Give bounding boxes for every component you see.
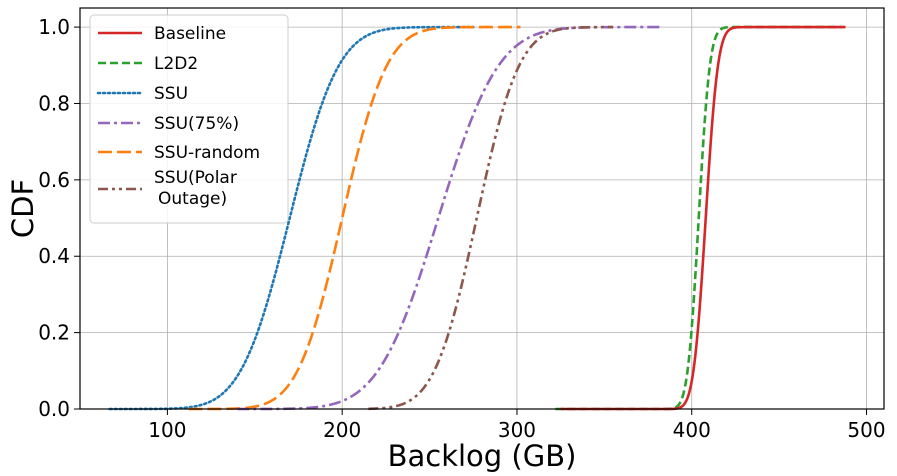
plot-frame xyxy=(79,7,885,410)
y-tick-label: 0.4 xyxy=(38,244,70,268)
y-tick-label: 0.8 xyxy=(38,91,70,115)
legend-label: L2D2 xyxy=(154,54,198,74)
x-axis-ticks: 100 200 300 400 500 xyxy=(148,409,886,442)
legend-label: Baseline xyxy=(154,24,226,44)
y-tick-label: 0.6 xyxy=(38,168,70,192)
x-tick-label: 200 xyxy=(323,418,361,442)
series-line-baseline xyxy=(560,25,846,411)
x-tick-label: 100 xyxy=(148,418,186,442)
x-axis-label: Backlog (GB) xyxy=(388,439,577,473)
y-axis-label: CDF xyxy=(6,179,40,238)
y-tick-label: 1.0 xyxy=(38,15,70,39)
series-line-ssu-75 xyxy=(237,25,661,411)
legend-label: SSU(75%) xyxy=(154,114,239,134)
y-axis-ticks: 0.0 0.2 0.4 0.6 0.8 1.0 xyxy=(38,15,80,421)
legend-label: SSU xyxy=(154,84,188,104)
x-tick-label: 500 xyxy=(847,418,885,442)
y-tick-label: 0.0 xyxy=(38,397,70,421)
series-line-ssu-polar-outage xyxy=(367,25,614,411)
legend-label: SSU-random xyxy=(154,143,260,163)
x-tick-label: 400 xyxy=(673,418,711,442)
legend-box xyxy=(89,14,289,224)
legend: Baseline L2D2 SSU SSU(75%) SSU-random SSU(Pol… xyxy=(89,14,289,224)
series-line-l2d2 xyxy=(555,25,843,411)
x-tick-label: 300 xyxy=(498,418,536,442)
series-line-ssu-random xyxy=(188,25,521,411)
legend-label: SSU(Polar Outage) xyxy=(154,168,237,209)
y-tick-label: 0.2 xyxy=(38,321,70,345)
